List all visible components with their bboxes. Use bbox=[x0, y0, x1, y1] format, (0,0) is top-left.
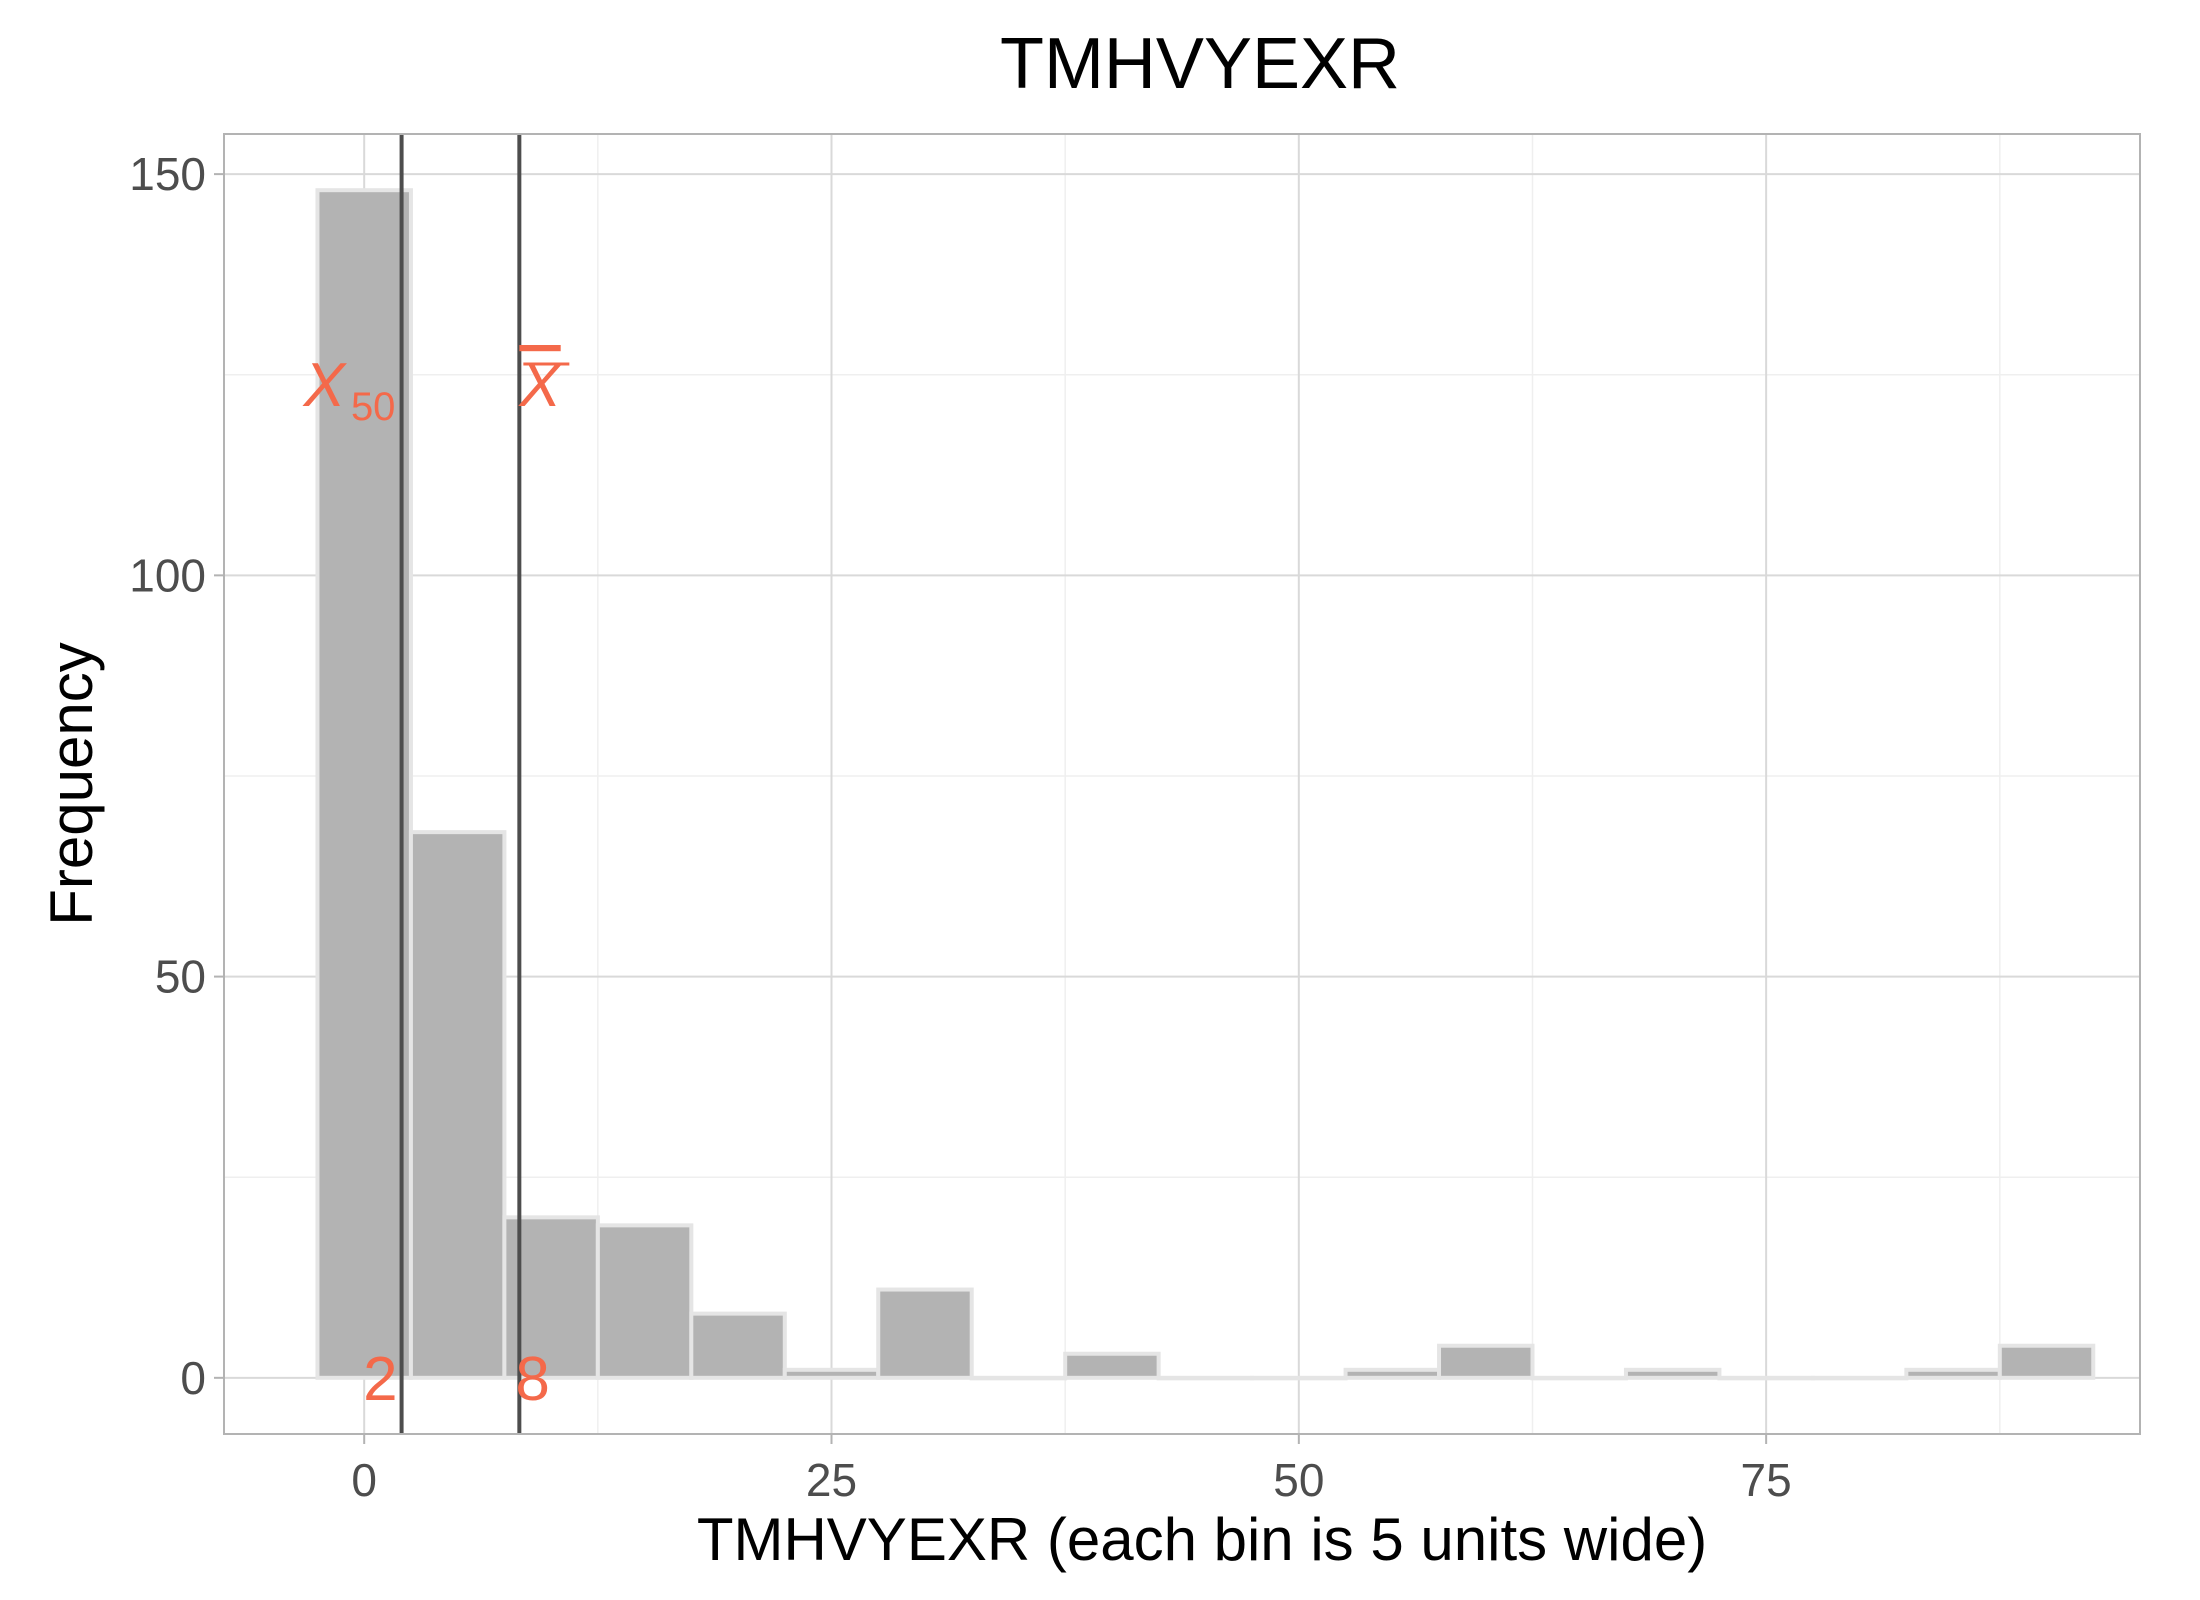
histogram-bar bbox=[408, 830, 507, 1380]
histogram-bar bbox=[1250, 1375, 1348, 1381]
histogram-bar bbox=[1717, 1375, 1815, 1381]
histogram-bar bbox=[1623, 1367, 1722, 1380]
x-tick-label: 0 bbox=[351, 1454, 377, 1506]
histogram-bar bbox=[1997, 1343, 2096, 1380]
histogram-bar bbox=[315, 188, 413, 1380]
y-tick-label: 0 bbox=[180, 1352, 206, 1404]
histogram-bar bbox=[1810, 1375, 1909, 1381]
x-tick-label: 75 bbox=[1741, 1454, 1792, 1506]
y-tick-label: 100 bbox=[129, 549, 206, 601]
histogram-bar bbox=[969, 1375, 1068, 1381]
histogram-bar bbox=[1437, 1343, 1535, 1380]
histogram-bar bbox=[1343, 1367, 1442, 1380]
histogram-bar bbox=[1904, 1367, 2002, 1380]
chart-title: TMHVYEXR bbox=[1000, 24, 1400, 104]
reference-lines: X 50 2 X 8 bbox=[302, 134, 570, 1434]
y-axis-ticks: 0 50 100 150 bbox=[129, 148, 224, 1404]
x-axis-ticks: 0 25 50 75 bbox=[351, 1434, 1792, 1506]
y-axis-title: Frequency bbox=[38, 642, 105, 925]
x-tick-label: 50 bbox=[1273, 1454, 1324, 1506]
mean-symbol-label: X bbox=[517, 351, 563, 420]
histogram-bar bbox=[1530, 1375, 1628, 1381]
median-value-label: 2 bbox=[363, 1345, 397, 1414]
histogram-bar bbox=[595, 1223, 694, 1380]
median-symbol-label: X 50 bbox=[302, 351, 396, 429]
mean-value-label: 8 bbox=[515, 1345, 549, 1414]
histogram-bar bbox=[1156, 1375, 1255, 1381]
histogram-bar bbox=[1063, 1351, 1161, 1380]
x-tick-label: 25 bbox=[806, 1454, 857, 1506]
histogram-bar bbox=[876, 1287, 974, 1380]
y-tick-label: 50 bbox=[155, 951, 206, 1003]
x-axis-title: TMHVYEXR (each bin is 5 units wide) bbox=[697, 1506, 1707, 1573]
histogram-bar bbox=[689, 1311, 787, 1380]
histogram-bars bbox=[315, 188, 2096, 1381]
plot-panel-border bbox=[223, 133, 2141, 1435]
histogram-bar bbox=[782, 1367, 881, 1380]
y-tick-label: 150 bbox=[129, 148, 206, 200]
